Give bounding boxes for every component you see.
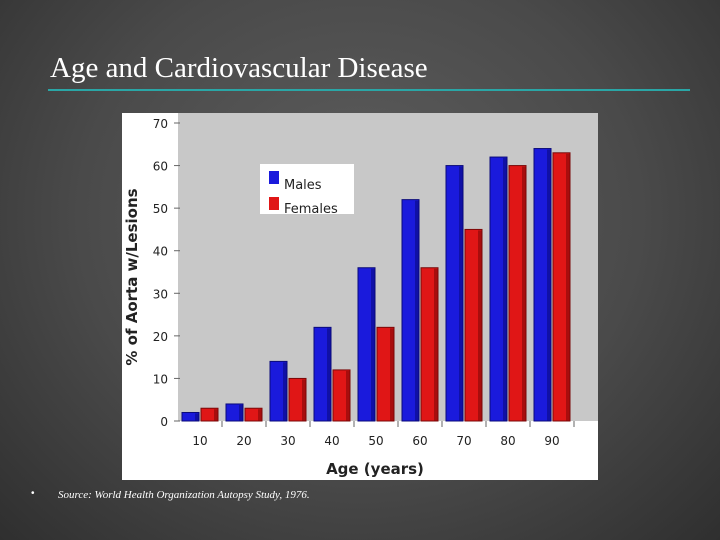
y-tick-label: 50	[153, 202, 168, 216]
bar-shade	[239, 404, 243, 421]
bar-shade	[415, 200, 419, 421]
y-tick-label: 60	[153, 160, 168, 174]
source-note: Source: World Health Organization Autops…	[58, 489, 310, 501]
bar-shade	[283, 362, 287, 421]
x-tick-label: 60	[412, 434, 427, 448]
bar-chart: 0 10 20 30 40 50 60 70 10 20 30 40 50 60 70 80 90 Age (…	[122, 113, 598, 480]
bar-shade	[478, 230, 482, 421]
legend: Males Females	[260, 164, 354, 217]
bar-shade	[522, 166, 526, 421]
bar-shade	[547, 149, 551, 422]
x-tick-label: 90	[544, 434, 559, 448]
x-tick-label: 30	[280, 434, 295, 448]
bar-shade	[302, 379, 306, 421]
title-underline	[48, 89, 690, 91]
y-tick-label: 40	[153, 245, 168, 259]
bar-shade	[459, 166, 463, 421]
y-tick-label: 0	[160, 415, 168, 429]
bar-shade	[434, 268, 438, 421]
x-tick-label: 80	[500, 434, 515, 448]
bar-shade	[327, 328, 331, 421]
slide-title: Age and Cardiovascular Disease	[50, 52, 428, 84]
x-tick-label: 40	[324, 434, 339, 448]
y-tick-label: 70	[153, 117, 168, 131]
legend-label-females: Females	[284, 202, 338, 217]
bullet-icon: •	[31, 488, 35, 499]
bar-shade	[346, 370, 350, 421]
bar-shade	[214, 409, 218, 421]
y-tick-label: 20	[153, 330, 168, 344]
legend-swatch-females	[269, 197, 279, 210]
legend-swatch-males	[269, 171, 279, 184]
x-axis-label: Age (years)	[326, 460, 424, 478]
chart-svg: 0 10 20 30 40 50 60 70 10 20 30 40 50 60 70 80 90 Age (…	[123, 113, 598, 478]
bar-shade	[503, 158, 507, 422]
x-tick-label: 20	[236, 434, 251, 448]
bar-shade	[371, 268, 375, 421]
x-tick-label: 50	[368, 434, 383, 448]
y-axis-label: % of Aorta w/Lesions	[123, 188, 141, 365]
y-tick-label: 10	[153, 372, 168, 386]
bar-shade	[390, 328, 394, 421]
bar-shade	[258, 409, 262, 421]
legend-label-males: Males	[284, 178, 322, 193]
y-tick-label: 30	[153, 287, 168, 301]
bar-shade	[195, 413, 199, 421]
x-tick-label: 10	[192, 434, 207, 448]
x-tick-label: 70	[456, 434, 471, 448]
bar-shade	[566, 153, 570, 422]
